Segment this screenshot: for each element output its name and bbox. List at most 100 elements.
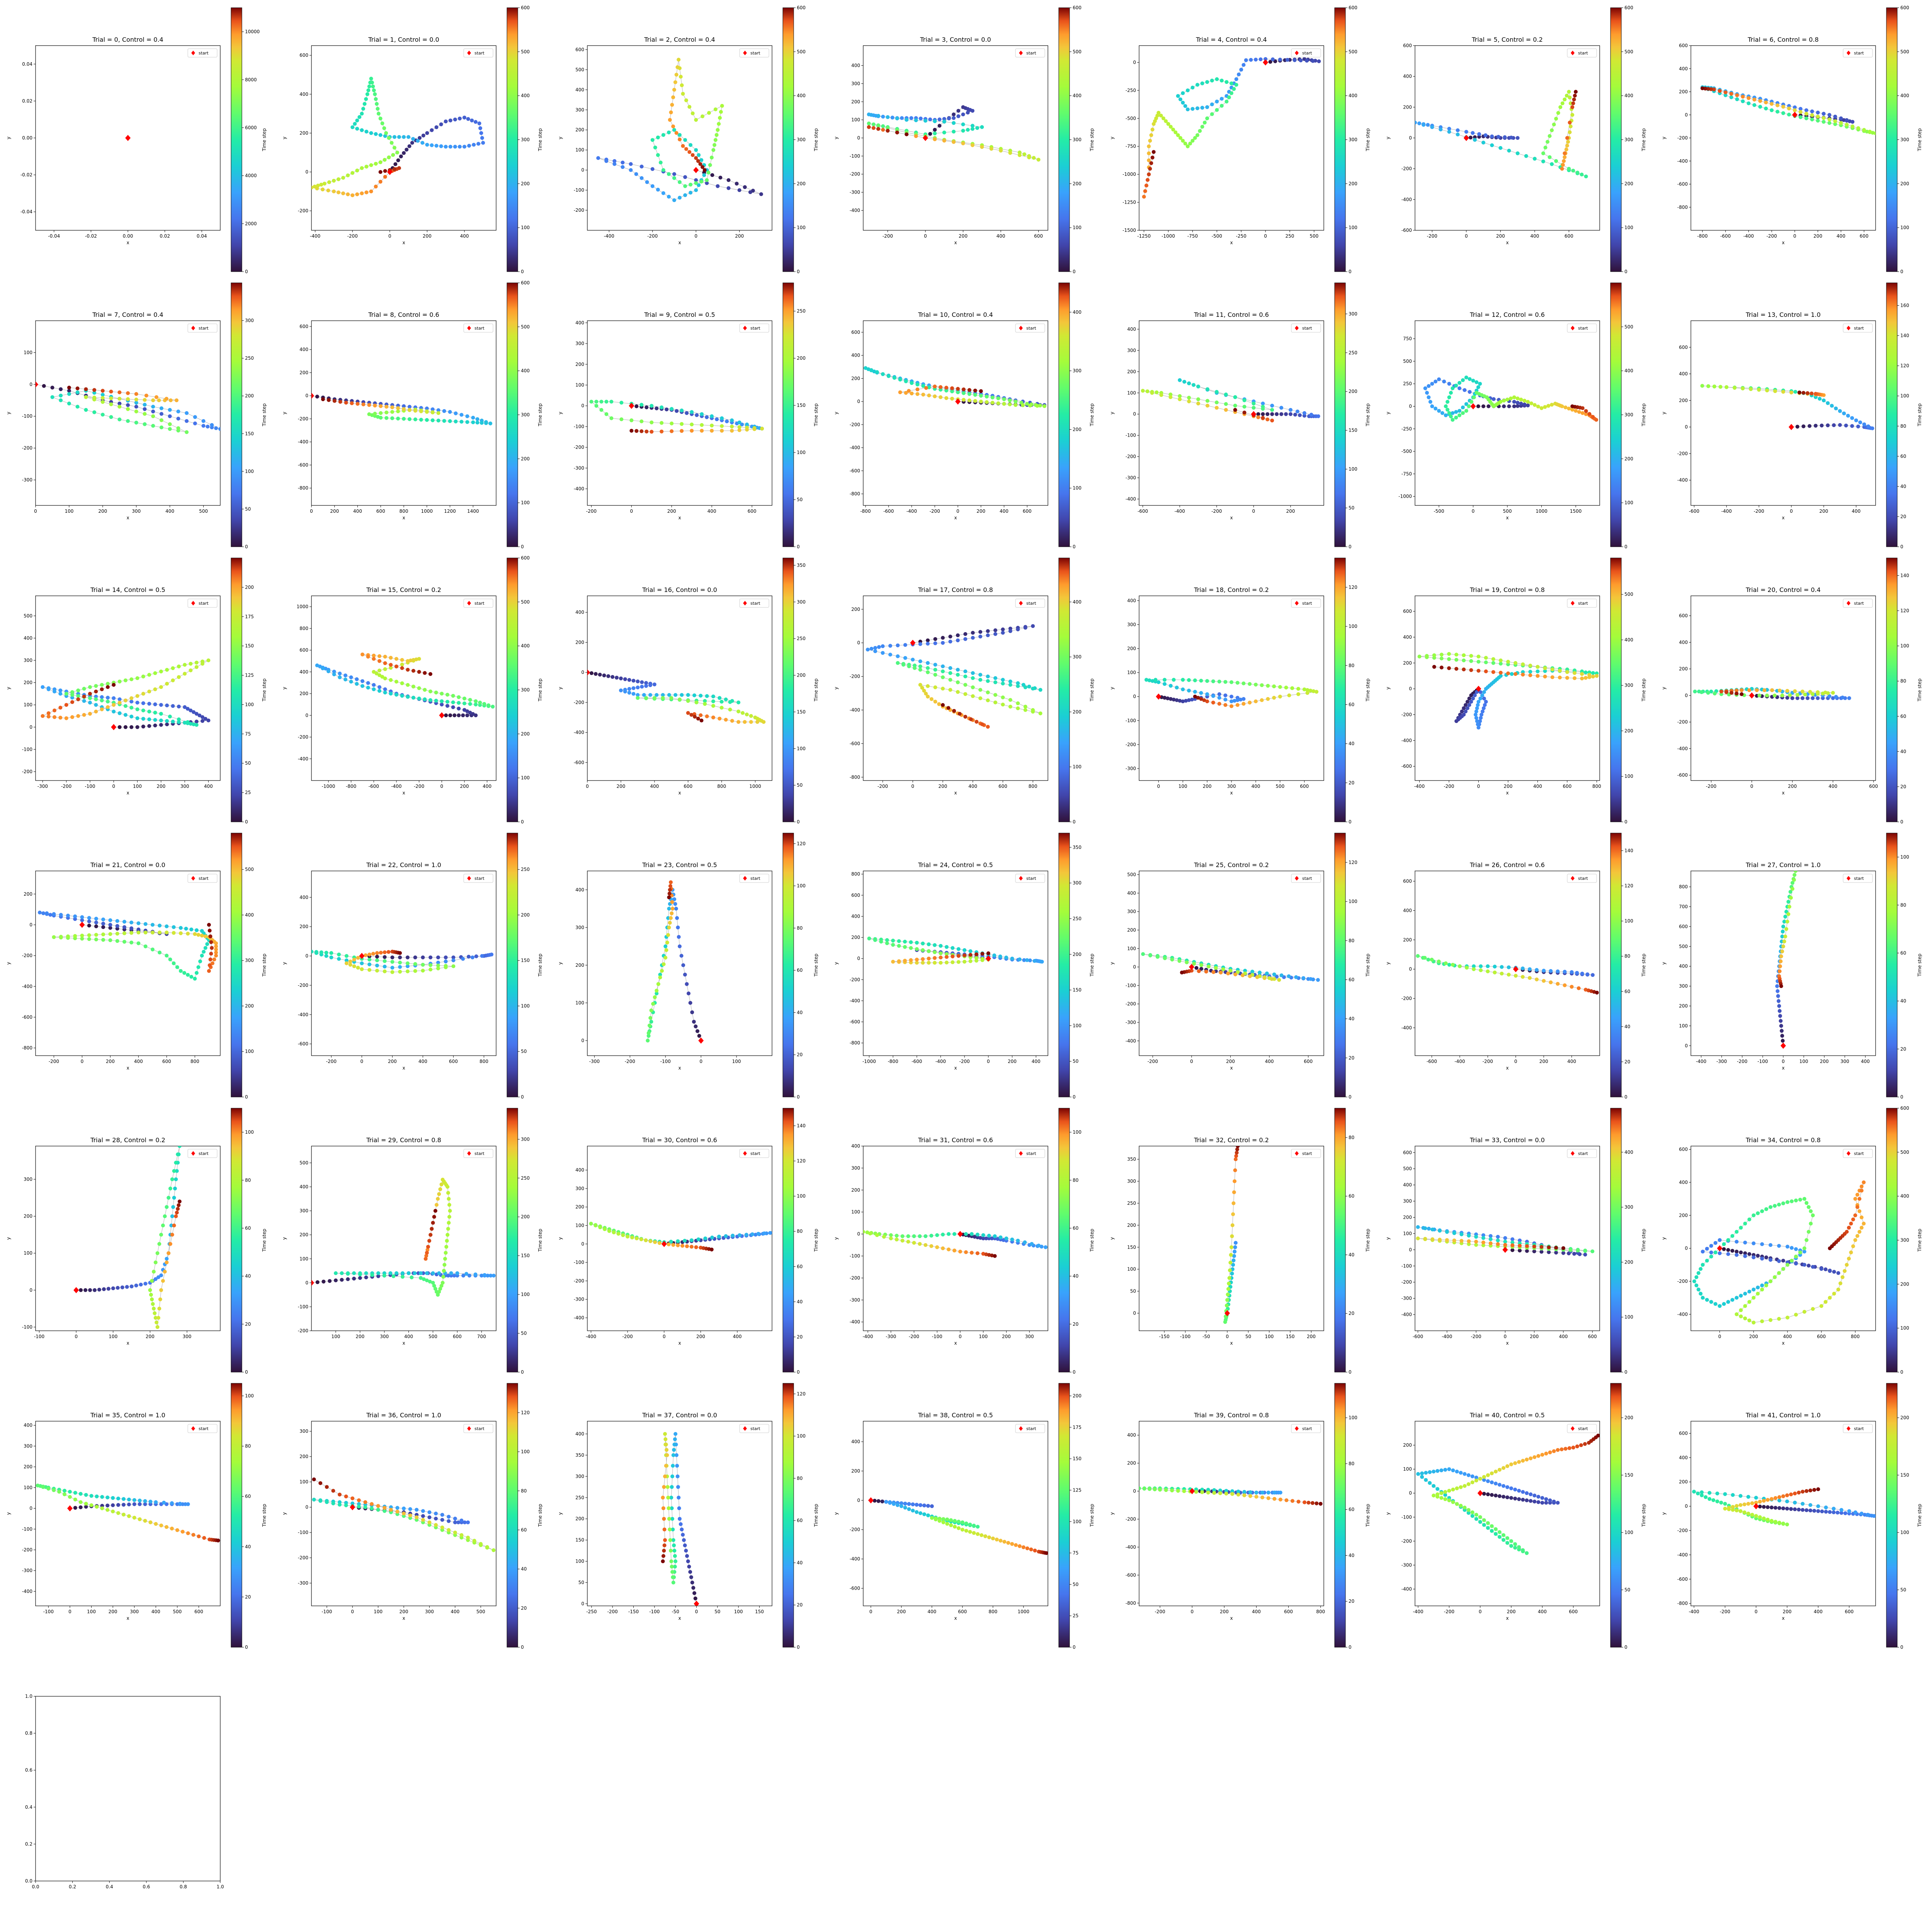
trajectory-point: [951, 954, 955, 959]
trajectory-point: [185, 707, 190, 711]
trajectory-point: [378, 689, 381, 693]
trajectory-point: [1437, 959, 1441, 964]
colorbar-tick-label: 20: [1624, 1059, 1630, 1065]
trajectory-point: [1224, 392, 1228, 396]
y-axis-label: y: [833, 962, 839, 964]
trajectory-point: [117, 390, 122, 395]
trajectory-point: [694, 156, 698, 160]
trajectory-point: [1148, 953, 1152, 957]
trajectory-point: [399, 154, 403, 158]
trajectory-point: [1770, 688, 1774, 692]
y-tick-label: 500: [299, 1160, 308, 1165]
y-axis-label: y: [833, 412, 839, 414]
legend-box: [1291, 874, 1321, 883]
y-axis-label: y: [1109, 687, 1115, 689]
trajectory-point: [454, 411, 458, 415]
legend-marker: [1295, 326, 1299, 330]
trajectory-point: [367, 952, 372, 957]
colorbar-tick-label: 600: [797, 5, 806, 10]
trajectory-point: [1293, 413, 1297, 417]
trajectory-point: [1223, 693, 1228, 697]
y-tick-label: 400: [575, 887, 584, 893]
colorbar-tick-label: 150: [797, 403, 806, 408]
trajectory-point: [196, 965, 201, 969]
y-tick-label: -400: [298, 439, 308, 445]
trajectory-point: [1795, 425, 1799, 429]
x-tick-label: 0: [987, 1059, 990, 1064]
trajectory-point: [143, 930, 148, 935]
trajectory-point: [881, 124, 885, 128]
trajectory-point: [937, 702, 941, 706]
colorbar-label: Time step: [1089, 403, 1095, 427]
trajectory-point: [333, 1278, 338, 1282]
colorbar-tick-label: 50: [1073, 1059, 1078, 1064]
legend: start: [187, 323, 218, 333]
trajectory-point: [1464, 709, 1468, 714]
x-tick-label: 0: [1465, 233, 1468, 239]
trajectory-point: [1595, 674, 1599, 678]
trajectory-point: [369, 131, 373, 135]
y-tick-label: 500: [1127, 872, 1136, 878]
legend-label: start: [1302, 51, 1312, 56]
trajectory-point: [629, 429, 634, 433]
y-tick-label: -200: [850, 172, 860, 177]
trajectory-point: [106, 1287, 111, 1291]
trajectory-point: [705, 415, 709, 419]
trajectory-point: [159, 723, 163, 727]
trajectory-point: [1451, 411, 1455, 415]
start-marker: [1470, 403, 1476, 410]
trajectory-point: [1008, 679, 1012, 684]
trajectory-point: [690, 153, 695, 157]
trajectory-point: [430, 407, 435, 412]
colorbar-tick-label: 150: [1073, 987, 1082, 993]
trajectory-point: [667, 693, 671, 697]
legend-box: [1015, 323, 1045, 333]
trajectory-point: [967, 392, 971, 396]
trajectory-point: [718, 716, 722, 721]
trajectory-point: [1423, 386, 1427, 390]
trajectory-point: [1492, 397, 1496, 401]
trajectory-point: [413, 409, 417, 413]
trajectory-point: [1205, 105, 1209, 109]
trajectory-point: [92, 388, 97, 392]
y-tick-label: -100: [22, 1324, 32, 1330]
trajectory-point: [200, 934, 204, 938]
colorbar-label: Time step: [813, 128, 819, 151]
trajectory-point: [948, 666, 952, 670]
trajectory-point: [1039, 1245, 1044, 1249]
trajectory-point: [1567, 167, 1571, 171]
y-tick-label: -200: [850, 422, 860, 427]
trajectory-point: [1740, 692, 1744, 696]
trajectory-point: [696, 1029, 699, 1033]
trajectory-point: [1479, 968, 1483, 972]
trajectory-point: [718, 116, 722, 120]
plot-area: [35, 871, 221, 1056]
trajectory-point: [886, 374, 891, 378]
trajectory-point: [1512, 404, 1516, 408]
trajectory-point: [1481, 706, 1486, 710]
trajectory-point: [697, 183, 701, 187]
trajectory-point: [963, 959, 967, 964]
trajectory-point: [425, 418, 429, 422]
trajectory-point: [165, 924, 169, 929]
trajectory-point: [344, 677, 347, 682]
trajectory-point: [956, 387, 960, 391]
start-marker: [36, 381, 38, 388]
trajectory-point: [996, 401, 1000, 405]
colorbar-tick-label: 0: [1349, 1094, 1352, 1100]
trajectory-point: [1243, 969, 1247, 973]
x-tick-label: -150: [1159, 1334, 1170, 1339]
x-tick-label: 100: [331, 1334, 340, 1339]
y-tick-label: 1000: [296, 604, 308, 609]
trajectory-point: [1252, 401, 1256, 406]
trajectory-point: [457, 706, 461, 711]
trajectory-point: [933, 668, 937, 672]
trajectory-point: [155, 1320, 159, 1325]
trajectory-point: [421, 955, 425, 959]
colorbar-tick-label: 150: [797, 709, 806, 714]
trajectory-point: [645, 180, 649, 184]
y-axis-label: y: [833, 136, 839, 139]
trajectory-point: [702, 168, 707, 172]
trajectory-point: [963, 674, 968, 679]
trajectory-point: [1447, 130, 1451, 134]
